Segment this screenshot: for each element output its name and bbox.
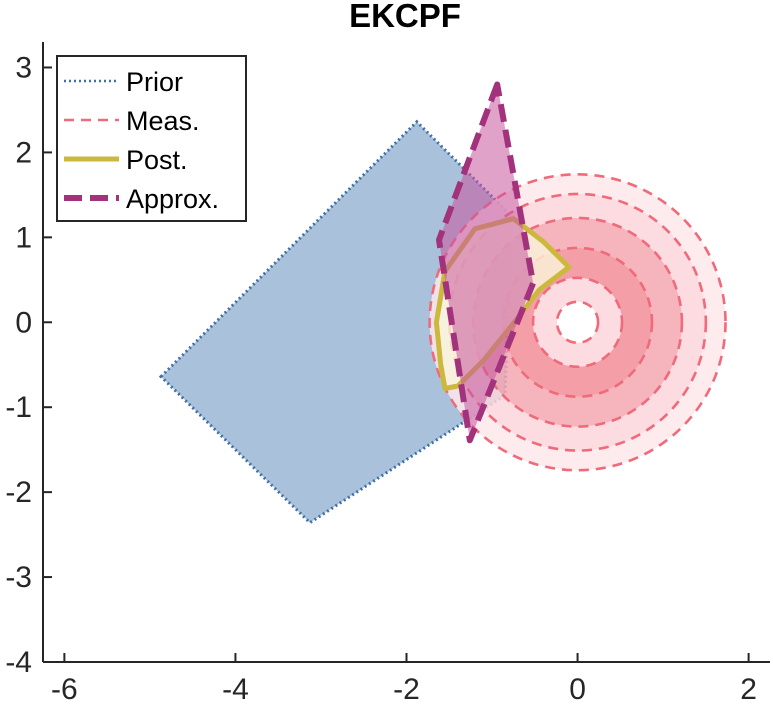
y-tick-label: -3 bbox=[5, 561, 32, 594]
legend-box bbox=[56, 55, 247, 222]
y-tick-label: 2 bbox=[15, 136, 32, 169]
legend: Prior Meas. Post. Approx. bbox=[56, 55, 247, 222]
x-tick-label: -6 bbox=[51, 673, 78, 706]
measurement-contour bbox=[501, 246, 654, 398]
y-tick-label: -1 bbox=[5, 391, 32, 424]
y-tick-label: 3 bbox=[15, 51, 32, 84]
measurement-contour bbox=[428, 173, 727, 472]
legend-label: Prior bbox=[126, 67, 183, 97]
measurement-contour bbox=[531, 276, 624, 369]
legend-label: Post. bbox=[126, 145, 188, 175]
x-tick-label: -2 bbox=[393, 673, 420, 706]
y-tick-label: -2 bbox=[5, 476, 32, 509]
measurement-contour bbox=[447, 192, 708, 452]
x-tick-label: 0 bbox=[569, 673, 586, 706]
x-tick-label: -4 bbox=[222, 673, 249, 706]
x-tick-label: 2 bbox=[740, 673, 757, 706]
legend-label: Approx. bbox=[126, 184, 219, 214]
approx-region bbox=[436, 81, 537, 444]
chart-title: EKCPF bbox=[349, 0, 461, 34]
axes: -6 -4 -2 0 2 -4 -3 -2 -1 0 1 2 3 bbox=[5, 42, 770, 706]
measurement-band bbox=[533, 277, 623, 367]
y-tick-label: 1 bbox=[15, 221, 32, 254]
measurement-contour bbox=[555, 300, 600, 345]
y-tick-label: -4 bbox=[5, 646, 32, 679]
plot-area bbox=[158, 81, 727, 525]
y-tick-label: 0 bbox=[15, 306, 32, 339]
legend-label: Meas. bbox=[126, 106, 200, 136]
